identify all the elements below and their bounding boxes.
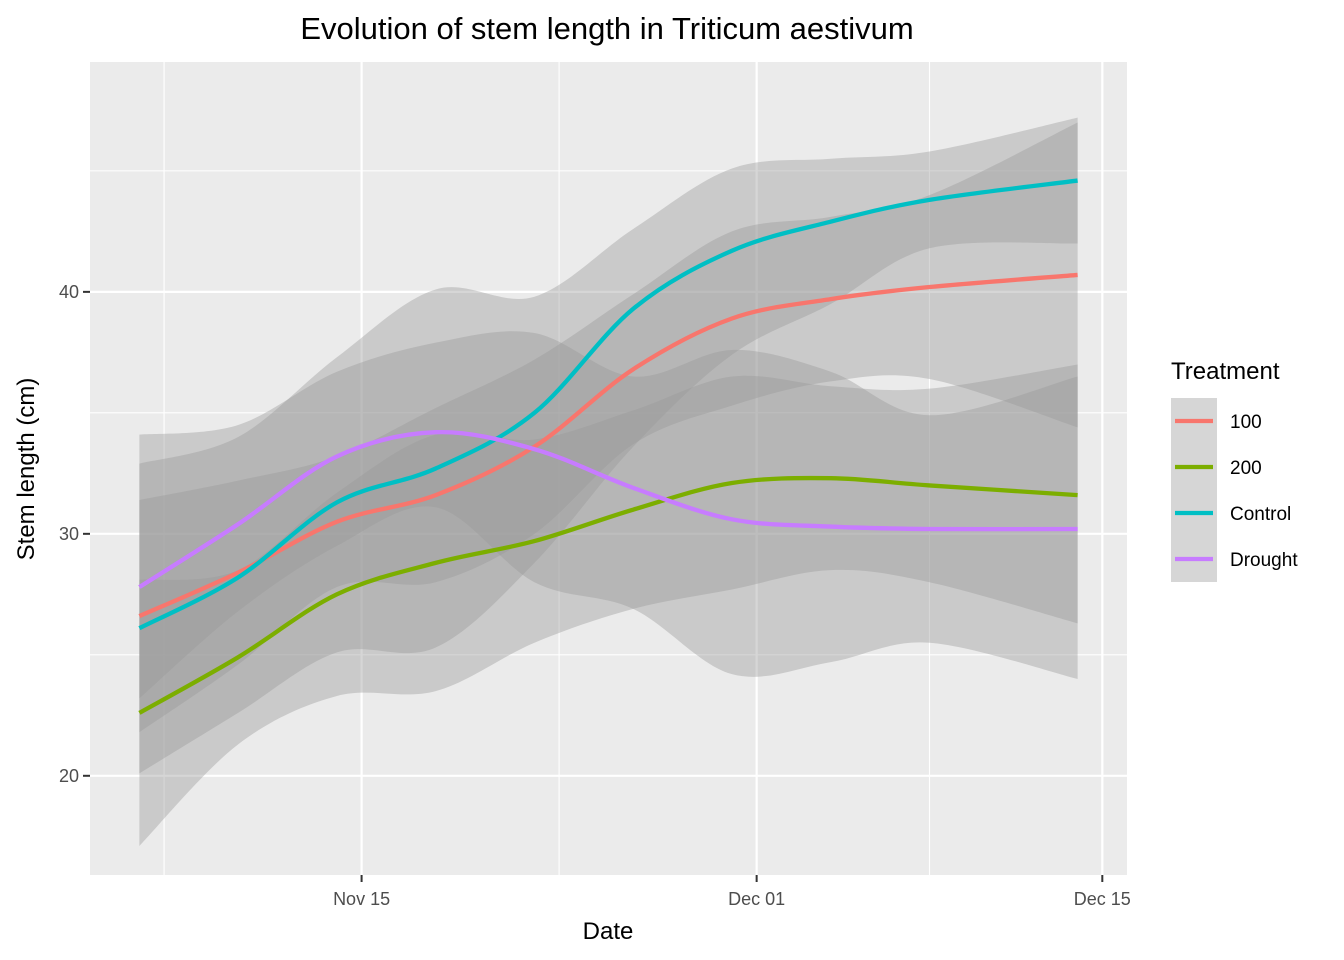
legend: Treatment 100 200 Control Drought — [1171, 358, 1298, 582]
legend-label: 200 — [1230, 458, 1262, 479]
minor-gridlines — [90, 62, 1127, 875]
major-gridlines — [90, 62, 1127, 875]
x-tick-label: Nov 15 — [333, 889, 390, 909]
y-tick-label: 30 — [59, 524, 79, 544]
series-lines — [138, 178, 1078, 715]
line-200 — [138, 475, 1078, 715]
line-100 — [138, 272, 1078, 619]
y-axis: 20 30 40 — [59, 282, 90, 786]
ribbon-200 — [139, 364, 1078, 846]
y-axis-title: Stem length (cm) — [13, 378, 40, 561]
ribbon-control — [139, 117, 1078, 774]
x-axis-title: Date — [583, 918, 634, 945]
chart-title: Evolution of stem length in Triticum aes… — [300, 11, 913, 46]
legend-label: Control — [1230, 504, 1291, 525]
legend-title: Treatment — [1171, 358, 1280, 385]
x-tick-label: Dec 01 — [728, 889, 785, 909]
line-drought — [138, 429, 1078, 589]
ribbon-drought — [139, 331, 1078, 699]
x-axis: Nov 15 Dec 01 Dec 15 — [333, 875, 1131, 909]
x-tick-label: Dec 15 — [1074, 889, 1131, 909]
legend-label: Drought — [1230, 550, 1298, 571]
legend-label: 100 — [1230, 412, 1262, 433]
line-control — [138, 178, 1078, 631]
y-tick-label: 20 — [59, 766, 79, 786]
y-tick-label: 40 — [59, 282, 79, 302]
